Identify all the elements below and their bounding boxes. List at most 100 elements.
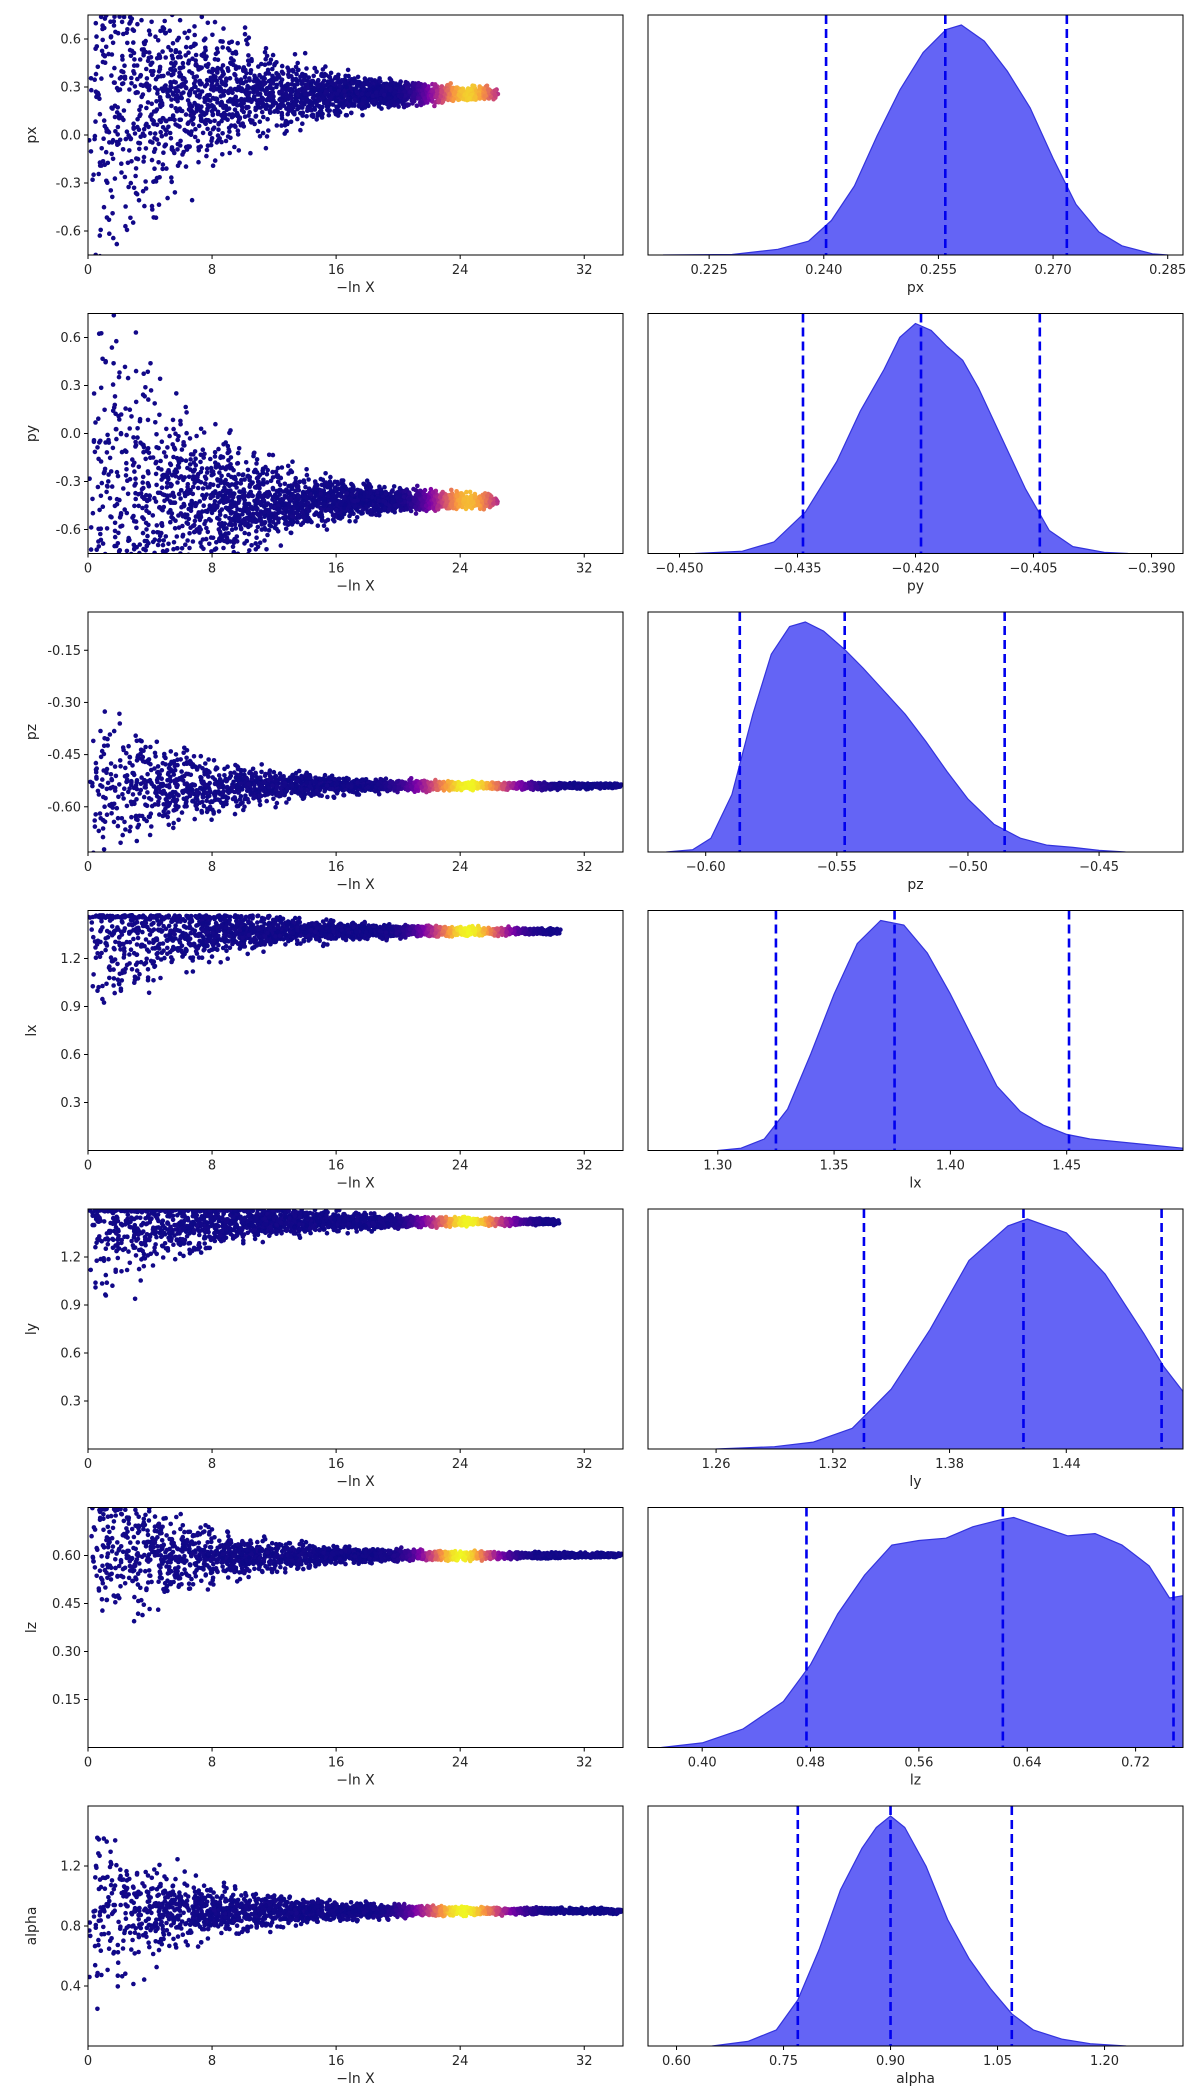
sample-point <box>129 75 134 81</box>
sample-point <box>326 112 332 118</box>
sample-point <box>168 554 173 559</box>
sample-point <box>128 53 134 59</box>
sample-point <box>204 470 210 475</box>
sample-point <box>259 522 265 527</box>
sample-point <box>180 513 186 519</box>
sample-point <box>95 484 101 490</box>
sample-point <box>167 597 172 602</box>
sample-point <box>238 526 244 532</box>
sample-point <box>286 108 292 114</box>
sample-point <box>484 83 490 89</box>
sample-point <box>169 97 174 102</box>
sample-point <box>153 76 159 82</box>
sample-point <box>276 516 282 522</box>
sample-point <box>328 96 333 102</box>
sample-point <box>242 74 248 80</box>
sample-point <box>190 56 195 61</box>
sample-point <box>150 207 155 212</box>
sample-point <box>150 513 156 518</box>
sample-point <box>124 227 130 233</box>
sample-point <box>259 109 265 115</box>
sample-point <box>422 95 427 101</box>
sample-point <box>210 111 216 117</box>
sample-point <box>132 582 137 587</box>
sample-point <box>238 102 243 108</box>
sample-point <box>245 58 251 63</box>
sample-point <box>118 573 123 578</box>
sample-point <box>401 494 407 500</box>
sample-point <box>136 598 141 603</box>
sample-point <box>189 498 194 504</box>
sample-point <box>204 525 209 531</box>
sample-point <box>107 601 112 606</box>
sample-point <box>293 479 299 484</box>
sample-point <box>247 90 252 95</box>
sample-point <box>88 525 94 530</box>
sample-point <box>88 547 94 552</box>
sample-point <box>319 71 325 77</box>
sample-point <box>158 458 163 464</box>
sample-point <box>236 472 241 477</box>
sample-point <box>365 81 371 86</box>
sample-point <box>155 542 161 548</box>
sample-point <box>291 101 297 107</box>
sample-point <box>352 97 358 103</box>
plot-area <box>662 15 1169 255</box>
sample-point <box>485 87 491 92</box>
sample-point <box>169 145 175 150</box>
sample-point <box>254 535 259 540</box>
sample-point <box>95 445 100 450</box>
sample-point <box>364 505 369 511</box>
sample-point <box>144 508 149 514</box>
sample-point <box>405 102 410 107</box>
sample-point <box>224 107 230 113</box>
sample-point <box>144 105 149 111</box>
sample-point <box>298 500 304 506</box>
sample-point <box>270 452 276 458</box>
sample-point <box>221 81 226 87</box>
sample-point <box>196 159 201 165</box>
sample-point <box>227 76 233 81</box>
x-axis-label: px <box>907 280 924 296</box>
sample-point <box>215 57 221 63</box>
sample-point <box>181 571 186 576</box>
sample-point <box>304 114 309 119</box>
sample-point <box>212 19 218 25</box>
sample-point <box>169 103 174 109</box>
sample-point <box>138 134 143 139</box>
sample-point <box>107 496 113 501</box>
sample-point <box>137 107 142 113</box>
sample-point <box>216 446 221 452</box>
sample-point <box>285 463 291 469</box>
sample-point <box>204 153 209 159</box>
sample-point <box>343 112 349 118</box>
sample-point <box>143 38 148 44</box>
sample-point <box>246 113 251 118</box>
sample-point <box>405 80 410 86</box>
sample-point <box>294 504 300 510</box>
sample-point <box>205 529 211 535</box>
sample-point <box>203 519 208 524</box>
sample-point <box>110 445 116 451</box>
sample-point <box>355 83 360 88</box>
sample-point <box>449 487 454 493</box>
sample-point <box>160 162 166 167</box>
sample-point <box>153 460 158 466</box>
sample-point <box>319 87 324 93</box>
sample-point <box>460 504 465 510</box>
sample-point <box>303 91 308 97</box>
sample-point <box>175 141 181 147</box>
sample-point <box>160 25 166 30</box>
sample-point <box>123 204 128 209</box>
sample-point <box>212 450 218 455</box>
sample-point <box>166 124 171 130</box>
sample-point <box>156 571 161 576</box>
sample-point <box>151 215 156 220</box>
sample-point <box>133 496 138 502</box>
sample-point <box>112 528 118 534</box>
sample-point <box>330 512 336 518</box>
sample-point <box>165 93 170 99</box>
sample-point <box>93 71 99 77</box>
sample-point <box>467 95 472 101</box>
sample-point <box>337 83 343 89</box>
